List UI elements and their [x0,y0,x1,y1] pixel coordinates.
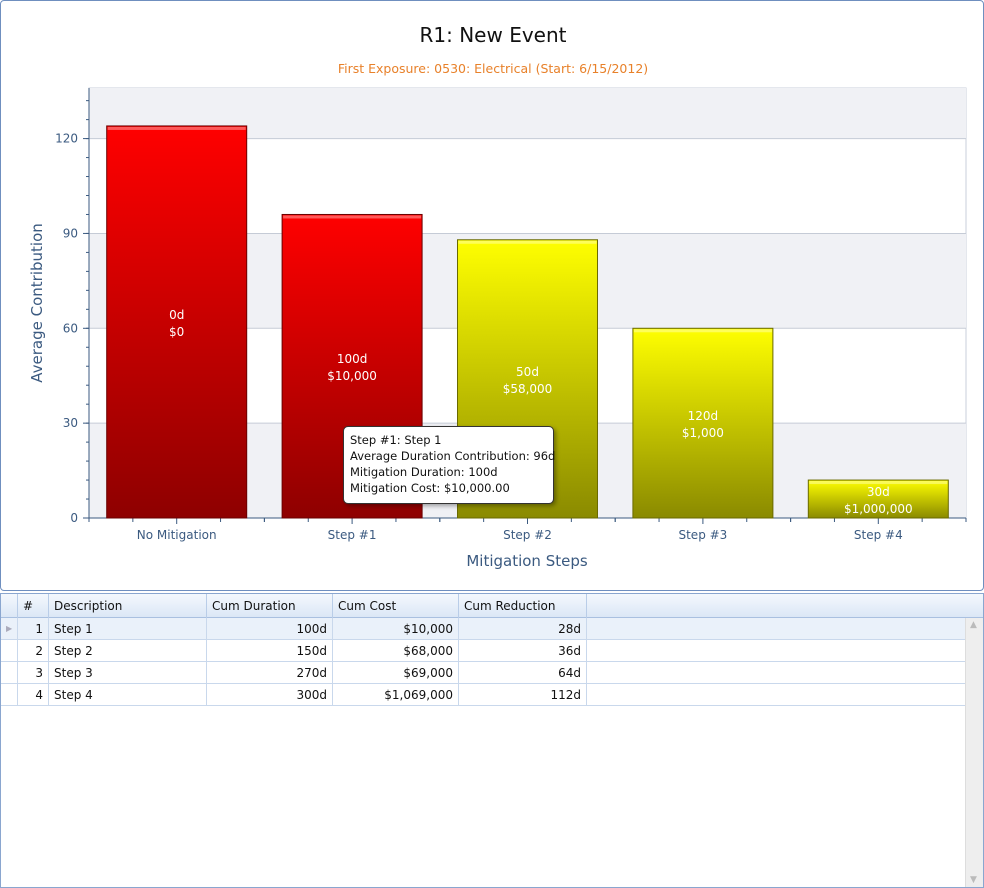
table-row[interactable]: 2 Step 2 150d $68,000 36d [1,640,965,662]
cell-cum-cost[interactable]: $10,000 [333,618,459,640]
bar-3 [632,327,774,519]
column-header-cum-cost[interactable]: Cum Cost [333,594,459,618]
x-tick-label: Step #1 [328,528,377,542]
cell-cum-duration[interactable]: 100d [207,618,333,640]
tooltip-line: Step #1: Step 1 [350,433,442,447]
cell-description[interactable]: Step 1 [49,618,207,640]
bar-data-label: 100d [337,352,368,366]
tooltip-line: Average Duration Contribution: 96d [350,449,556,463]
table-row[interactable]: 3 Step 3 270d $69,000 64d [1,662,965,684]
bar-data-label: 50d [516,365,539,379]
cell-cum-cost[interactable]: $68,000 [333,640,459,662]
cell-cum-reduction[interactable]: 112d [459,684,587,706]
chart-panel: R1: New Event First Exposure: 0530: Elec… [0,0,984,591]
row-header[interactable]: ▶ [1,618,18,640]
scroll-down-arrow-icon[interactable]: ▼ [970,875,977,885]
cell-row-number[interactable]: 4 [18,684,49,706]
chart-subtitle: First Exposure: 0530: Electrical (Start:… [338,61,648,76]
cell-cum-reduction[interactable]: 28d [459,618,587,640]
bar-highlight [809,481,948,485]
y-tick-label: 60 [63,321,78,335]
bar-highlight [633,329,772,333]
scroll-up-arrow-icon[interactable]: ▲ [970,620,977,630]
bar-data-label: $0 [169,325,184,339]
mitigation-steps-grid[interactable]: # Description Cum Duration Cum Cost Cum … [0,593,984,888]
cell-cum-cost[interactable]: $1,069,000 [333,684,459,706]
row-header[interactable] [1,684,18,706]
y-axis-label: Average Contribution [28,223,46,383]
vertical-scrollbar[interactable]: ▲ ▼ [965,618,983,887]
column-header-description[interactable]: Description [49,594,207,618]
bar-4 [807,479,949,519]
x-tick-label: Step #2 [503,528,552,542]
cell-description[interactable]: Step 3 [49,662,207,684]
x-tick-label: Step #4 [854,528,903,542]
cell-cum-duration[interactable]: 150d [207,640,333,662]
bar-tooltip: Step #1: Step 1 Average Duration Contrib… [343,426,556,504]
cell-cum-duration[interactable]: 270d [207,662,333,684]
bar-highlight [458,240,597,244]
bar-highlight [107,126,246,130]
tooltip-line: Mitigation Duration: 100d [350,465,498,479]
bar-data-label: 30d [867,485,890,499]
row-header[interactable] [1,640,18,662]
column-header-cum-reduction[interactable]: Cum Reduction [459,594,587,618]
table-row[interactable]: 4 Step 4 300d $1,069,000 112d [1,684,965,706]
column-header-number[interactable]: # [18,594,49,618]
bar-data-label: $1,000,000 [844,502,913,516]
cell-cum-duration[interactable]: 300d [207,684,333,706]
cell-row-number[interactable]: 1 [18,618,49,640]
row-header-corner [1,594,18,618]
bar-data-label: $58,000 [503,382,553,396]
bar-data-label: 0d [169,308,184,322]
cell-cum-reduction[interactable]: 64d [459,662,587,684]
grid-header: # Description Cum Duration Cum Cost Cum … [1,594,983,618]
tooltip-line: Mitigation Cost: $10,000.00 [350,481,510,495]
x-tick-label: No Mitigation [137,528,217,542]
cell-description[interactable]: Step 4 [49,684,207,706]
table-row[interactable]: ▶ 1 Step 1 100d $10,000 28d [1,618,965,640]
bar-data-label: 120d [688,409,719,423]
bar-data-label: $1,000 [682,426,724,440]
x-axis-label: Mitigation Steps [466,552,588,570]
y-tick-label: 90 [63,226,78,240]
y-tick-label: 120 [55,132,78,146]
column-header-cum-duration[interactable]: Cum Duration [207,594,333,618]
bar-highlight [283,215,422,219]
y-tick-label: 30 [63,416,78,430]
row-header[interactable] [1,662,18,684]
y-tick-label: 0 [70,511,78,525]
chart-title: R1: New Event [420,23,567,47]
cell-row-number[interactable]: 3 [18,662,49,684]
cell-row-number[interactable]: 2 [18,640,49,662]
cell-cum-cost[interactable]: $69,000 [333,662,459,684]
x-tick-label: Step #3 [678,528,727,542]
bar-data-label: $10,000 [327,369,377,383]
bar-0 [106,125,248,519]
cell-description[interactable]: Step 2 [49,640,207,662]
cell-cum-reduction[interactable]: 36d [459,640,587,662]
